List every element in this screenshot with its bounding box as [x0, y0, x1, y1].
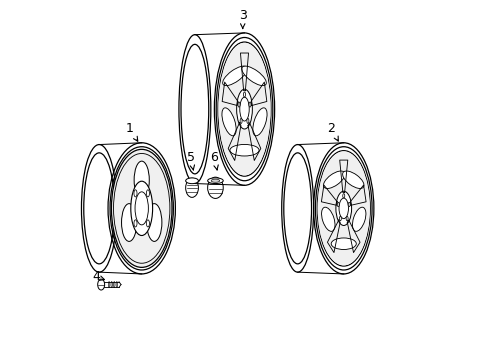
Ellipse shape — [111, 282, 112, 288]
Ellipse shape — [248, 102, 250, 107]
Ellipse shape — [323, 171, 344, 189]
Text: 6: 6 — [210, 151, 218, 170]
Ellipse shape — [113, 282, 115, 288]
Text: 5: 5 — [186, 151, 194, 170]
Ellipse shape — [352, 207, 365, 231]
Ellipse shape — [135, 192, 148, 225]
Ellipse shape — [122, 204, 137, 242]
Ellipse shape — [207, 178, 223, 184]
Ellipse shape — [243, 92, 245, 97]
Ellipse shape — [134, 161, 149, 199]
Ellipse shape — [113, 153, 169, 263]
Ellipse shape — [222, 108, 236, 136]
Ellipse shape — [330, 238, 356, 249]
Ellipse shape — [239, 97, 249, 121]
Ellipse shape — [185, 178, 198, 197]
Ellipse shape — [338, 198, 348, 219]
Text: 3: 3 — [238, 9, 246, 28]
Ellipse shape — [207, 177, 223, 198]
Ellipse shape — [238, 102, 240, 107]
Ellipse shape — [222, 66, 247, 86]
Ellipse shape — [342, 194, 344, 198]
Ellipse shape — [116, 282, 117, 288]
Ellipse shape — [146, 190, 149, 197]
Text: 2: 2 — [327, 122, 338, 141]
Ellipse shape — [229, 144, 259, 156]
Ellipse shape — [241, 66, 266, 86]
Ellipse shape — [134, 190, 137, 197]
Ellipse shape — [185, 178, 198, 184]
Ellipse shape — [218, 43, 270, 175]
Text: 1: 1 — [125, 122, 138, 141]
Ellipse shape — [321, 207, 334, 231]
Ellipse shape — [111, 149, 172, 267]
Ellipse shape — [339, 216, 341, 221]
Ellipse shape — [342, 171, 363, 189]
Ellipse shape — [108, 282, 110, 288]
Ellipse shape — [246, 118, 248, 123]
Ellipse shape — [236, 89, 252, 129]
Ellipse shape — [146, 220, 149, 227]
Ellipse shape — [337, 202, 339, 207]
Ellipse shape — [335, 191, 351, 225]
Ellipse shape — [240, 118, 242, 123]
Ellipse shape — [146, 204, 162, 242]
Text: 4: 4 — [92, 270, 104, 283]
Ellipse shape — [130, 181, 152, 235]
Ellipse shape — [134, 220, 137, 227]
Ellipse shape — [98, 279, 104, 290]
Ellipse shape — [346, 216, 347, 221]
Ellipse shape — [252, 108, 266, 136]
Ellipse shape — [347, 202, 349, 207]
Ellipse shape — [317, 151, 369, 265]
Ellipse shape — [211, 179, 219, 182]
